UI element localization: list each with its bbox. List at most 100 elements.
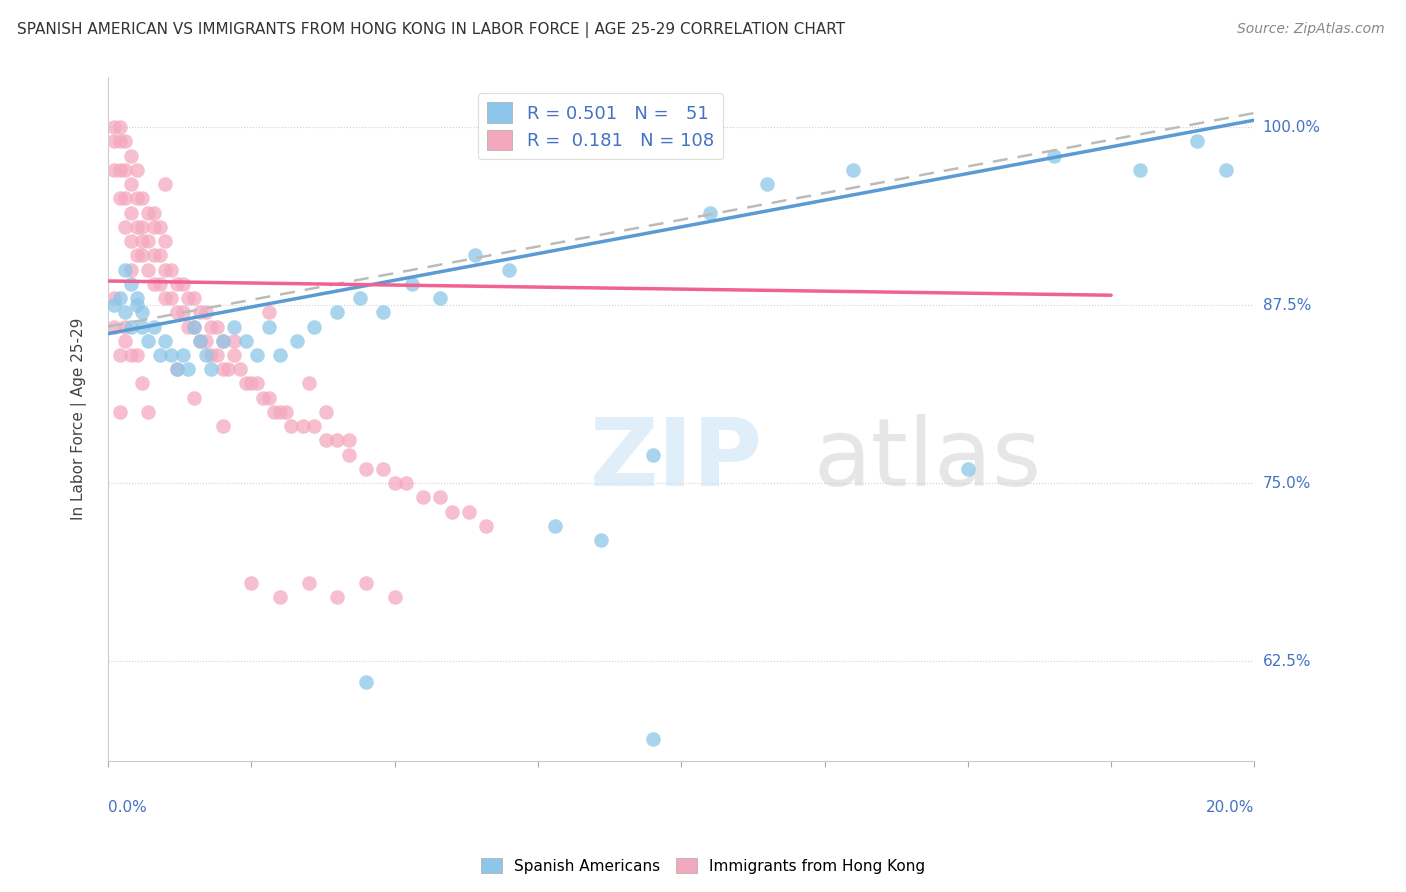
Point [131,305,153,319]
Point [326,305,349,319]
Point [103,291,125,305]
Point [1129,163,1152,178]
Y-axis label: In Labor Force | Age 25-29: In Labor Force | Age 25-29 [72,318,87,520]
Point [285,334,308,348]
Point [172,305,194,319]
Text: 0.0%: 0.0% [108,799,146,814]
Text: ZIP: ZIP [589,414,762,506]
Point [160,291,183,305]
Point [160,262,183,277]
Point [183,319,205,334]
Point [240,575,263,590]
Point [108,163,131,178]
Point [440,505,463,519]
Point [1042,149,1064,163]
Point [103,298,125,312]
Point [120,205,142,219]
Point [337,434,360,448]
Point [257,319,280,334]
Point [103,163,125,178]
Point [304,419,326,434]
Point [155,177,177,191]
Text: 75.0%: 75.0% [1263,475,1310,491]
Point [498,262,520,277]
Point [464,248,486,262]
Point [125,348,148,362]
Point [1215,163,1237,178]
Point [384,590,406,604]
Point [183,391,205,405]
Point [211,334,233,348]
Point [1185,135,1208,149]
Point [458,505,481,519]
Point [136,205,159,219]
Point [136,405,159,419]
Point [131,191,153,205]
Point [172,277,194,291]
Legend: Spanish Americans, Immigrants from Hong Kong: Spanish Americans, Immigrants from Hong … [474,852,932,880]
Point [125,291,148,305]
Point [155,291,177,305]
Point [589,533,612,547]
Point [240,376,263,391]
Point [136,262,159,277]
Point [103,135,125,149]
Point [120,277,142,291]
Point [131,248,153,262]
Point [108,120,131,135]
Point [142,219,165,234]
Point [149,248,172,262]
Point [114,305,136,319]
Point [166,277,188,291]
Text: 100.0%: 100.0% [1263,120,1320,135]
Point [235,334,257,348]
Point [114,334,136,348]
Point [166,305,188,319]
Text: 20.0%: 20.0% [1206,799,1254,814]
Point [200,319,222,334]
Point [166,362,188,376]
Point [200,362,222,376]
Point [429,491,451,505]
Text: 87.5%: 87.5% [1263,298,1310,313]
Point [412,491,434,505]
Point [108,291,131,305]
Point [172,348,194,362]
Point [326,434,349,448]
Point [429,291,451,305]
Point [842,163,865,178]
Point [188,305,211,319]
Point [252,391,274,405]
Point [125,219,148,234]
Point [131,234,153,248]
Point [131,319,153,334]
Text: Source: ZipAtlas.com: Source: ZipAtlas.com [1237,22,1385,37]
Point [108,135,131,149]
Point [177,319,200,334]
Point [114,319,136,334]
Point [125,191,148,205]
Point [246,348,269,362]
Point [785,775,807,789]
Point [224,348,246,362]
Text: atlas: atlas [813,414,1042,506]
Point [205,348,228,362]
Point [149,348,172,362]
Point [373,462,395,476]
Point [142,205,165,219]
Point [177,291,200,305]
Point [211,362,233,376]
Point [263,405,285,419]
Point [125,298,148,312]
Point [136,234,159,248]
Point [120,149,142,163]
Point [246,376,269,391]
Point [120,262,142,277]
Point [142,277,165,291]
Point [298,376,321,391]
Point [401,277,423,291]
Point [326,590,349,604]
Point [304,319,326,334]
Point [475,518,498,533]
Point [114,163,136,178]
